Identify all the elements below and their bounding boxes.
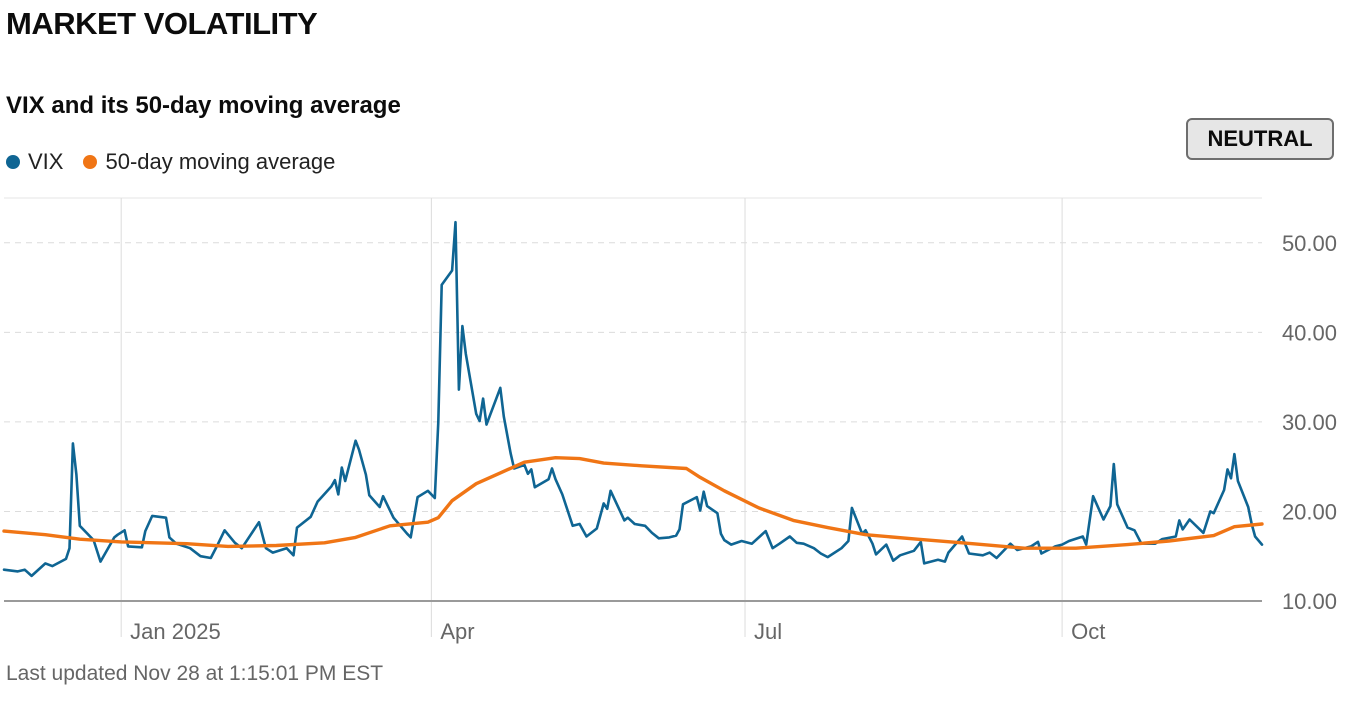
x-tick-label: Jul xyxy=(754,619,782,644)
x-tick-label: Oct xyxy=(1071,619,1105,644)
vix-line-chart[interactable]: Jan 2025 Apr Jul Oct 10.00 20.00 30.00 40.00 50.… xyxy=(0,190,1370,650)
last-updated-text: Last updated Nov 28 at 1:15:01 PM EST xyxy=(6,662,384,685)
status-badge[interactable]: NEUTRAL xyxy=(1186,118,1334,160)
legend-label-moving-average: 50-day moving average xyxy=(105,149,336,174)
legend-dot-vix-icon xyxy=(6,155,20,169)
y-tick-label: 30.00 xyxy=(1282,410,1337,435)
y-tick-label: 40.00 xyxy=(1282,320,1337,345)
series-line-moving-average[interactable] xyxy=(2,456,1264,550)
y-tick-label: 10.00 xyxy=(1282,589,1337,614)
legend-item-vix[interactable]: VIX xyxy=(6,149,63,175)
page-title: MARKET VOLATILITY xyxy=(6,6,318,41)
chart-subtitle: VIX and its 50-day moving average xyxy=(6,92,401,119)
chart-legend: VIX 50-day moving average xyxy=(6,149,355,175)
y-tick-label: 20.00 xyxy=(1282,499,1337,524)
x-tick-label: Apr xyxy=(440,619,474,644)
series-line-vix[interactable] xyxy=(2,220,1264,578)
y-tick-label: 50.00 xyxy=(1282,231,1337,256)
legend-label-vix: VIX xyxy=(28,149,64,174)
legend-item-moving-average[interactable]: 50-day moving average xyxy=(83,149,335,175)
legend-dot-moving-average-icon xyxy=(83,155,98,169)
x-tick-label: Jan 2025 xyxy=(130,619,221,644)
